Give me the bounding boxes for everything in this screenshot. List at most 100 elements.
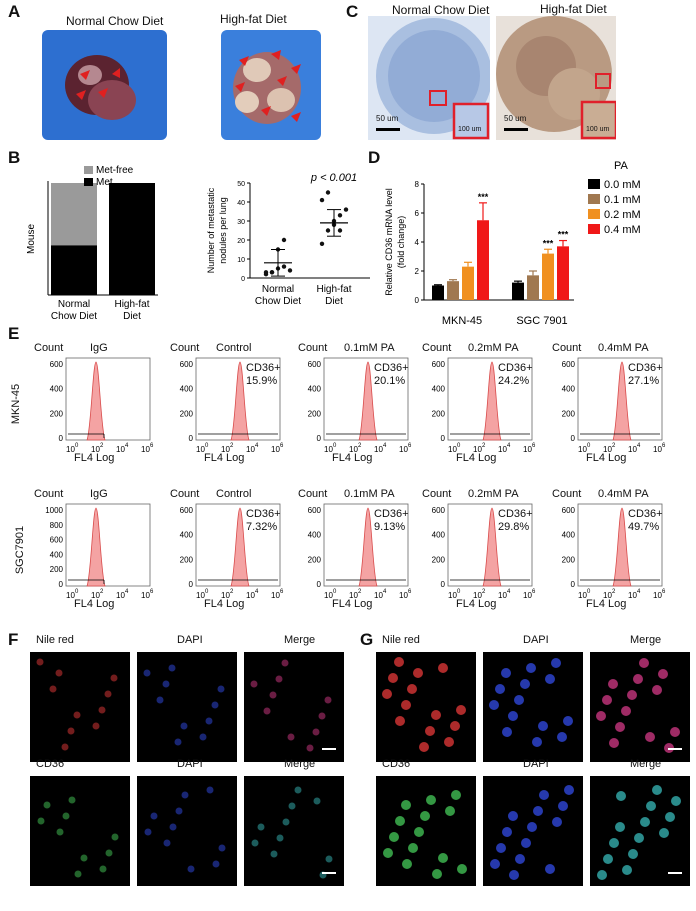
cell xyxy=(659,828,669,838)
ihc-highfat-inset-scale-label: 100 um xyxy=(586,126,610,133)
cell xyxy=(445,806,455,816)
legend-label: 0.1 mM xyxy=(604,194,641,206)
x-tick-label: 10 xyxy=(399,591,408,600)
histogram-peak xyxy=(230,507,250,587)
cell xyxy=(211,701,219,709)
y-tick-label: 0 xyxy=(189,580,194,589)
cell xyxy=(388,673,398,683)
x-tick-label: 10 xyxy=(628,591,637,600)
cd36-positive-label: CD36+ xyxy=(628,362,663,374)
cell xyxy=(533,806,543,816)
y-tick-label: 0 xyxy=(317,434,322,443)
cell xyxy=(212,860,220,868)
x-tick-label: 10 xyxy=(246,445,255,454)
cell xyxy=(609,738,619,748)
y-tick-label: 600 xyxy=(432,360,446,369)
cell xyxy=(602,695,612,705)
x-tick-exponent: 0 xyxy=(205,443,209,449)
x-tick-exponent: 6 xyxy=(662,589,666,595)
y-tick-label: 20 xyxy=(237,238,245,245)
cell xyxy=(306,744,314,752)
cell xyxy=(162,680,170,688)
legend-swatch xyxy=(588,194,600,204)
x-tick-label: Diet xyxy=(325,296,343,307)
x-tick-exponent: 6 xyxy=(150,589,154,595)
ihc-highfat-scale-label: 50 um xyxy=(504,114,527,123)
bar-1-0 xyxy=(512,282,524,300)
x-tick-label: 10 xyxy=(141,445,150,454)
cell xyxy=(270,850,278,858)
y-tick-label: 0 xyxy=(441,580,446,589)
flow-column-title: 0.1mM PA xyxy=(344,342,395,354)
stain-label: DAPI xyxy=(523,634,549,646)
y-tick-label: 0 xyxy=(571,580,576,589)
cell xyxy=(143,669,151,677)
flow-count-label: Count xyxy=(298,488,328,500)
legend-swatch xyxy=(588,224,600,234)
histogram-peak xyxy=(86,507,106,587)
ihc-highfat-image: 50 um 100 um xyxy=(496,16,616,140)
cell xyxy=(557,732,567,742)
x-tick-exponent: 0 xyxy=(457,443,461,449)
cell xyxy=(545,674,555,684)
cell xyxy=(450,721,460,731)
cell xyxy=(538,721,548,731)
flow-column-title: Control xyxy=(216,342,252,354)
panel-label-a: A xyxy=(8,2,21,21)
cell xyxy=(658,669,668,679)
x-tick-label: 10 xyxy=(374,445,383,454)
cell xyxy=(508,811,518,821)
x-tick-label: 10 xyxy=(349,591,358,600)
cell xyxy=(634,833,644,843)
cell xyxy=(318,712,326,720)
stain-label: Merge xyxy=(284,758,316,770)
y-tick-label: 200 xyxy=(562,409,576,418)
cell xyxy=(92,722,100,730)
flow-axis-label: FL4 Log xyxy=(204,598,245,610)
cell xyxy=(627,690,637,700)
panel-a-right-title: High-fat Diet xyxy=(220,12,287,26)
y-tick-label: 0 xyxy=(415,296,420,305)
flow-count-label: Count xyxy=(552,342,582,354)
cell xyxy=(426,795,436,805)
y-tick-label: 200 xyxy=(50,409,64,418)
stain-label: DAPI xyxy=(177,758,203,770)
x-tick-exponent: 2 xyxy=(100,443,104,449)
y-tick-label: 0 xyxy=(241,276,245,283)
cell xyxy=(545,864,555,874)
data-point xyxy=(319,197,325,203)
cell xyxy=(597,870,607,880)
flow-column-title: 0.2mM PA xyxy=(468,488,519,500)
y-tick-label: 200 xyxy=(308,555,322,564)
y-tick-label: 10 xyxy=(237,257,245,264)
significance-label: *** xyxy=(478,192,489,202)
x-tick-label: Diet xyxy=(123,311,141,320)
cell xyxy=(288,802,296,810)
cell xyxy=(551,658,561,668)
cell xyxy=(502,727,512,737)
y-tick-label: 400 xyxy=(308,531,322,540)
stain-label: DAPI xyxy=(523,758,549,770)
cell xyxy=(616,791,626,801)
fluorescence-image xyxy=(376,652,476,762)
x-tick-exponent: 4 xyxy=(125,589,129,595)
cell xyxy=(408,843,418,853)
cell xyxy=(495,684,505,694)
bar-0-3 xyxy=(477,220,489,300)
histogram-peak xyxy=(612,361,632,441)
ihc-highfat-drawing xyxy=(496,16,616,140)
x-tick-label: 10 xyxy=(653,591,662,600)
stain-label: Merge xyxy=(630,634,662,646)
cd36-mrna-bar-chart: 0 2 4 6 8 *** MKN-45 *** *** SGC 7901 Relative CD3… xyxy=(384,160,641,327)
fluorescence-image xyxy=(590,776,690,886)
bar-0-0 xyxy=(432,285,444,300)
cell xyxy=(324,696,332,704)
cd36-positive-percent: 29.8% xyxy=(498,521,530,533)
x-tick-exponent: 4 xyxy=(637,443,641,449)
x-tick-label: 10 xyxy=(246,591,255,600)
cell xyxy=(269,691,277,699)
x-tick-label: 10 xyxy=(271,591,280,600)
